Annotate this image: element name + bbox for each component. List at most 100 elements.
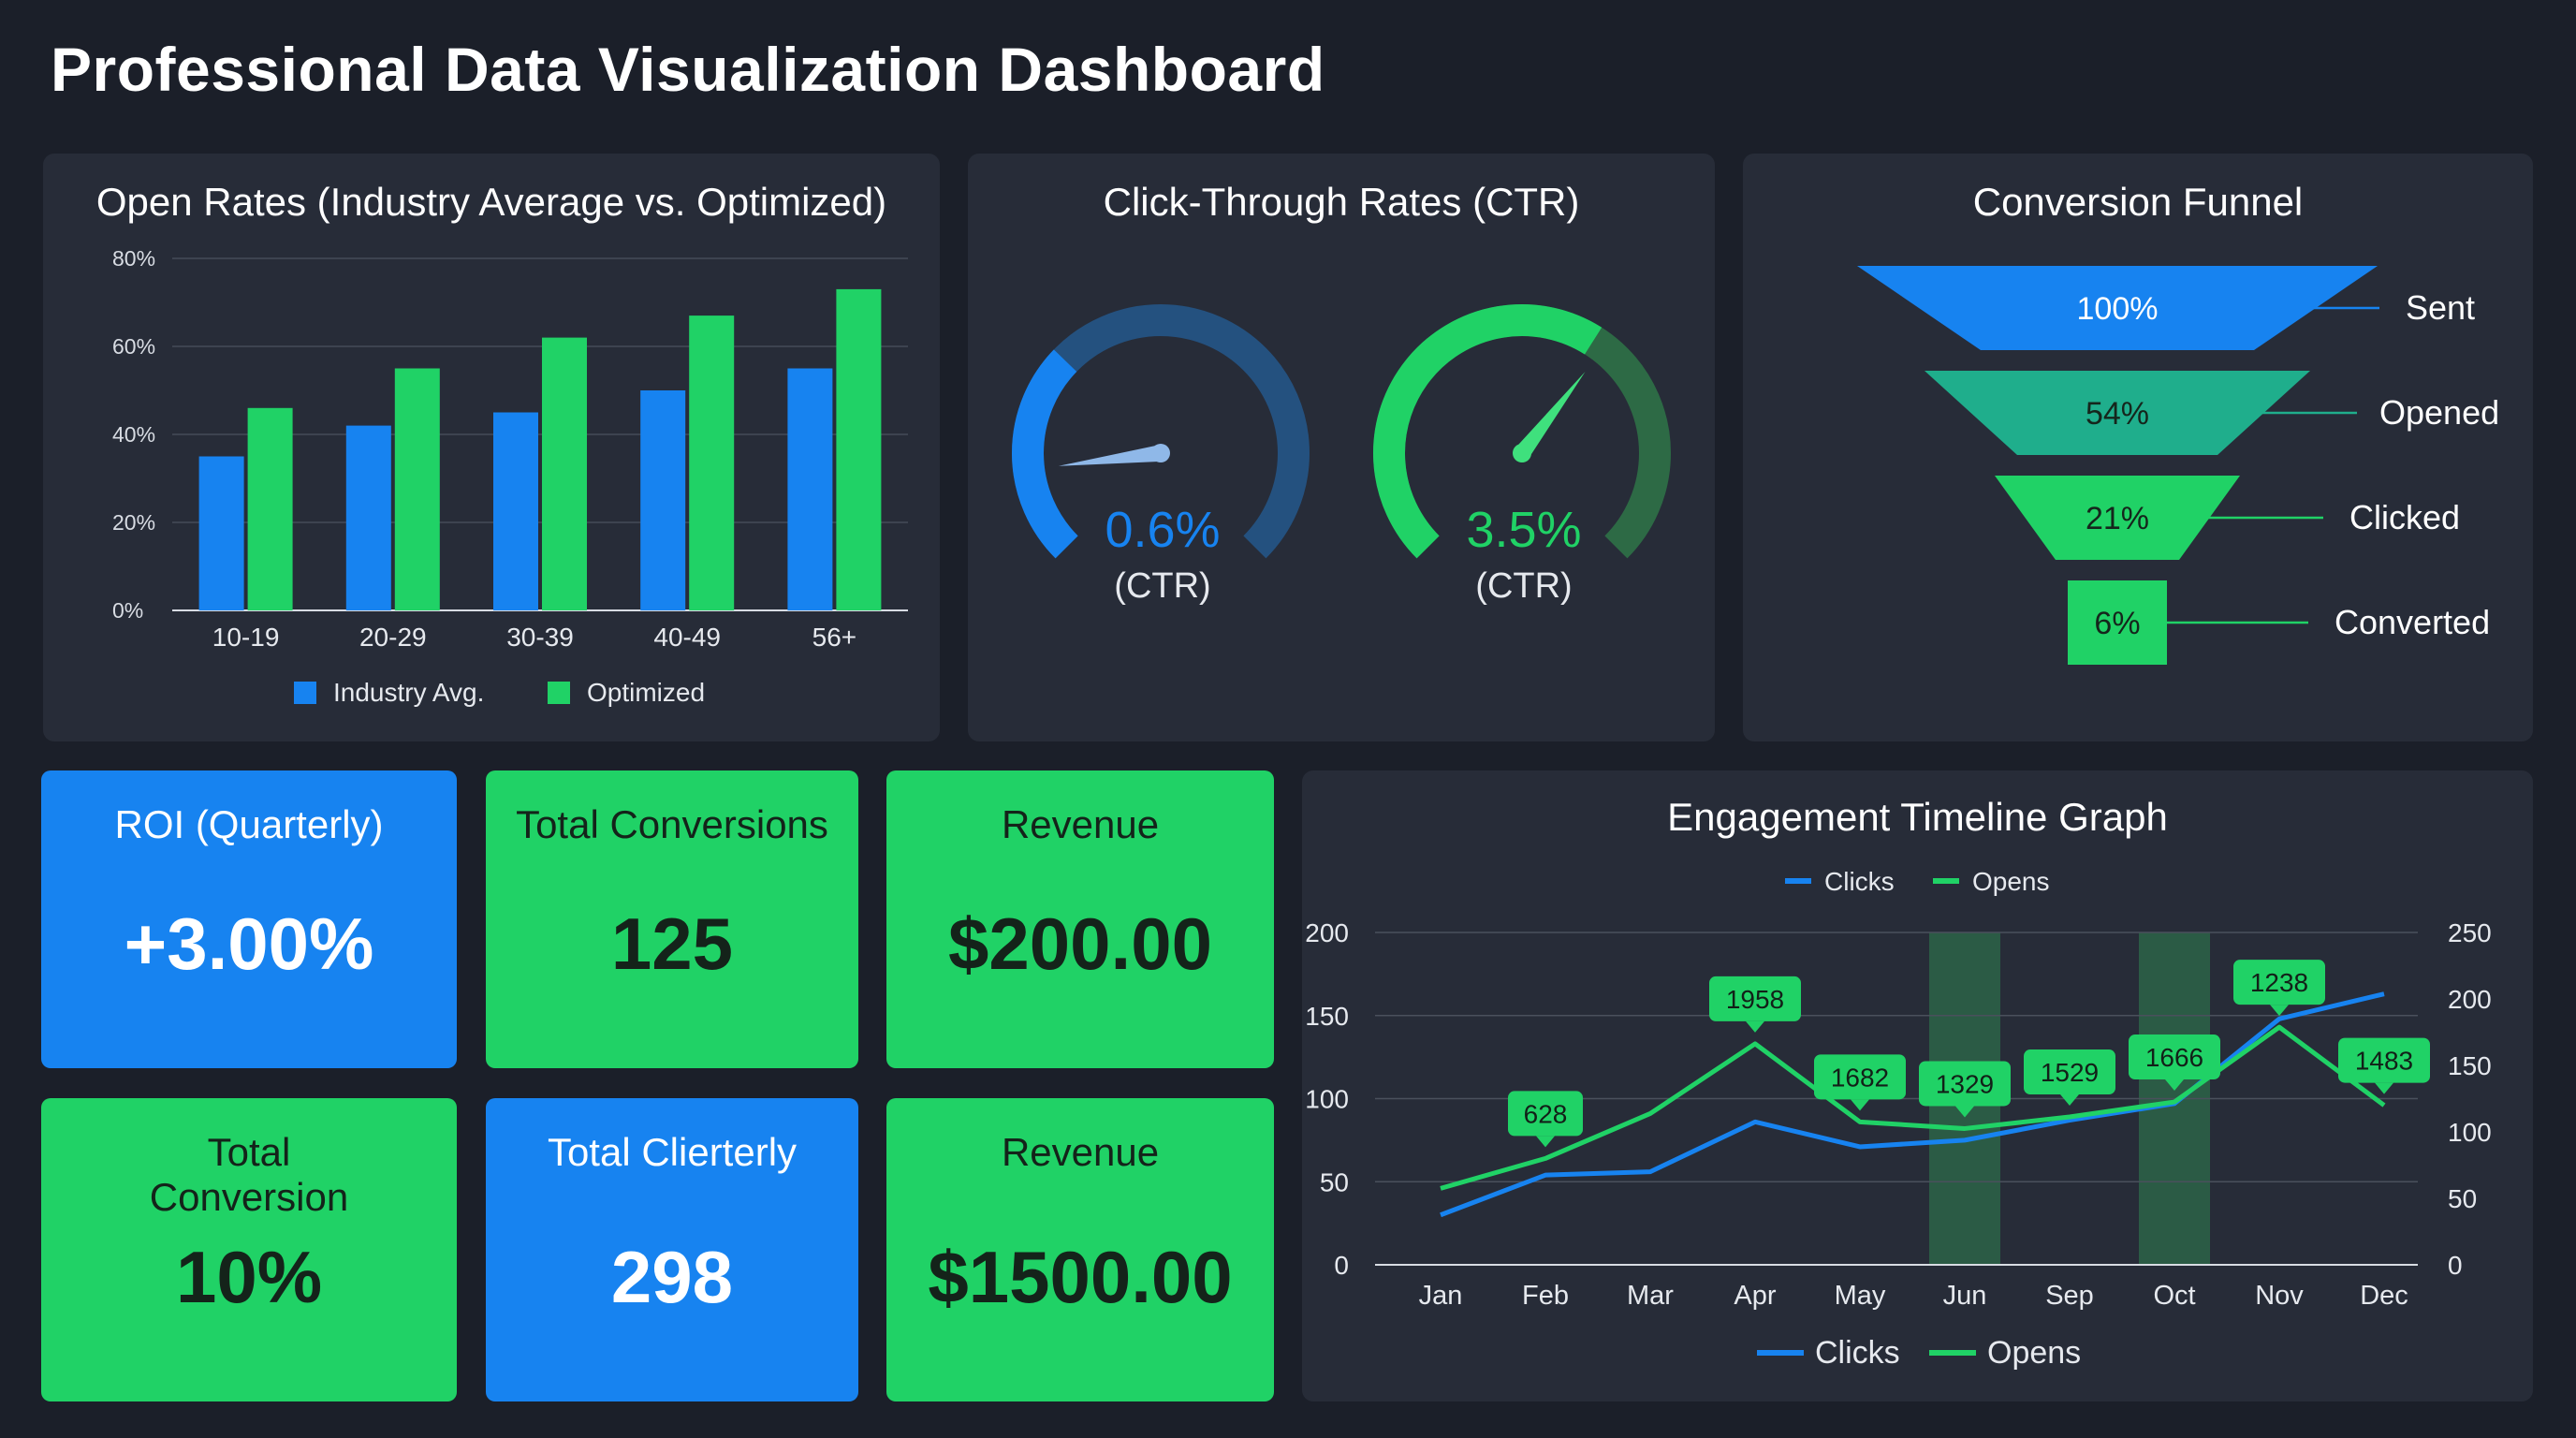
callout-label: 1329	[1936, 1069, 1994, 1098]
kpi-card-revenue-2: Revenue $1500.00	[886, 1098, 1274, 1401]
legend-label: Optimized	[587, 678, 705, 707]
funnel-title: Conversion Funnel	[1972, 180, 2304, 224]
callout-label: 628	[1524, 1099, 1568, 1128]
callout-pointer	[1955, 1106, 1974, 1118]
legend-swatch	[294, 682, 316, 704]
legend-swatch	[548, 682, 570, 704]
bar	[247, 407, 293, 610]
engagement-panel: Engagement Timeline Graph 0 50 100 150 200 0 5…	[1302, 770, 2533, 1401]
callout-label: 1238	[2250, 968, 2308, 997]
funnel-panel: Conversion Funnel 100% Sent 54% Opened 21% Cl…	[1743, 154, 2533, 741]
gauge-hub	[1151, 444, 1170, 462]
x-tick-label: Sep	[2045, 1281, 2094, 1311]
y-left-tick-label: 0	[1334, 1251, 1349, 1280]
kpi-card-total-conversion: Total Conversion 10%	[41, 1098, 457, 1401]
engagement-title: Engagement Timeline Graph	[1667, 795, 2168, 839]
funnel-label: Opened	[2379, 393, 2499, 432]
funnel-label: Clicked	[2349, 498, 2460, 536]
funnel-value: 54%	[2086, 396, 2149, 432]
bar	[542, 337, 587, 610]
gauge-sub-label: (CTR)	[1475, 566, 1572, 606]
callout-pointer	[2165, 1079, 2184, 1092]
callout-box	[2024, 1049, 2115, 1095]
bar	[689, 315, 735, 610]
bar	[493, 412, 538, 610]
funnel-label: Converted	[2334, 603, 2490, 641]
y-tick-label: 20%	[112, 510, 155, 535]
kpi-card-total-clierterly: Total Clierterly 298	[486, 1098, 858, 1401]
y-tick-label: 80%	[112, 246, 155, 271]
bar	[640, 390, 686, 610]
bar	[836, 288, 882, 610]
y-tick-label: 60%	[112, 334, 155, 359]
engagement-chart: 0 50 100 150 200 0 50 100 150 200 250 Jan Feb Mar Apr M…	[1305, 867, 2492, 1371]
x-tick-label: Feb	[1522, 1281, 1569, 1311]
kpi-label: Revenue	[1001, 1130, 1160, 1174]
ctr-gauges: 0.6% (CTR) 3.5% (CTR)	[1012, 304, 1671, 606]
gauge-fill	[1373, 304, 1603, 559]
y-right-tick-label: 0	[2448, 1251, 2463, 1280]
ctr-title: Click-Through Rates (CTR)	[1103, 180, 1580, 224]
funnel-stage	[2068, 580, 2167, 665]
bar	[394, 368, 440, 610]
gauge-needle	[1058, 445, 1163, 466]
series-line	[1440, 991, 2385, 1218]
funnel-value: 6%	[2094, 606, 2140, 641]
callout-box	[1919, 1061, 2011, 1107]
callout-label: 1958	[1726, 985, 1784, 1014]
x-tick-label: 10-19	[212, 623, 280, 652]
open-rates-chart: 0% 20% 40% 60% 80% 10-19 20-29 30-39 40-49 56+ Ind…	[112, 246, 908, 707]
legend-label: Opens	[1972, 867, 2050, 896]
gauge-sub-label: (CTR)	[1114, 566, 1210, 606]
kpi-label: Total Conversion	[149, 1130, 349, 1219]
callout-label: 1529	[2041, 1058, 2099, 1087]
gauge-value: 0.6%	[1105, 502, 1220, 558]
y-left-tick-label: 200	[1305, 918, 1349, 947]
x-tick-label: May	[1835, 1281, 1886, 1311]
y-right-tick-label: 100	[2448, 1118, 2492, 1147]
open-rates-title: Open Rates (Industry Average vs. Optimiz…	[95, 180, 887, 224]
callout-box	[1709, 976, 1801, 1021]
y-tick-label: 0%	[112, 598, 143, 623]
legend-label: Industry Avg.	[333, 678, 484, 707]
kpi-label: Revenue	[1001, 802, 1160, 846]
gauge-fill	[1012, 349, 1078, 559]
y-left-tick-label: 150	[1305, 1002, 1349, 1031]
bar	[345, 425, 391, 610]
series-line	[1440, 1024, 2386, 1191]
funnel-value: 21%	[2086, 501, 2149, 536]
kpi-card-revenue: Revenue $200.00	[886, 770, 1274, 1068]
funnel-label: Sent	[2406, 288, 2475, 327]
funnel-stage	[1857, 266, 2378, 350]
legend-label: Opens	[1987, 1335, 2081, 1371]
kpi-value: $200.00	[948, 902, 1212, 985]
x-tick-label: Mar	[1627, 1281, 1674, 1311]
funnel-stage	[1925, 371, 2310, 455]
y-right-tick-label: 200	[2448, 985, 2492, 1014]
callout-pointer	[2375, 1082, 2393, 1094]
kpi-label: Total Conversions	[516, 802, 828, 846]
callout-box	[2338, 1037, 2430, 1083]
x-tick-label: 20-29	[359, 623, 427, 652]
x-tick-label: 30-39	[506, 623, 574, 652]
gauge-value: 3.5%	[1466, 502, 1581, 558]
legend-label: Clicks	[1824, 867, 1895, 896]
kpi-value: $1500.00	[928, 1236, 1233, 1318]
kpi-value: 298	[610, 1236, 734, 1318]
funnel-stage	[1995, 476, 2240, 560]
callout-pointer	[2060, 1094, 2079, 1107]
y-left-tick-label: 100	[1305, 1085, 1349, 1114]
y-right-tick-label: 150	[2448, 1051, 2492, 1080]
gauge-hub	[1513, 444, 1531, 462]
x-tick-label: Apr	[1734, 1281, 1776, 1311]
legend-label: Clicks	[1815, 1335, 1900, 1371]
kpi-card-roi: ROI (Quarterly) +3.00%	[41, 770, 457, 1068]
y-right-tick-label: 250	[2448, 918, 2492, 947]
x-tick-label: Nov	[2255, 1281, 2304, 1311]
kpi-value: +3.00%	[124, 902, 374, 985]
callout-label: 1682	[1831, 1063, 1889, 1092]
x-tick-label: 40-49	[653, 623, 721, 652]
x-tick-label: Jun	[1943, 1281, 1987, 1311]
bar	[198, 456, 244, 610]
gauge-needle	[1515, 372, 1586, 459]
